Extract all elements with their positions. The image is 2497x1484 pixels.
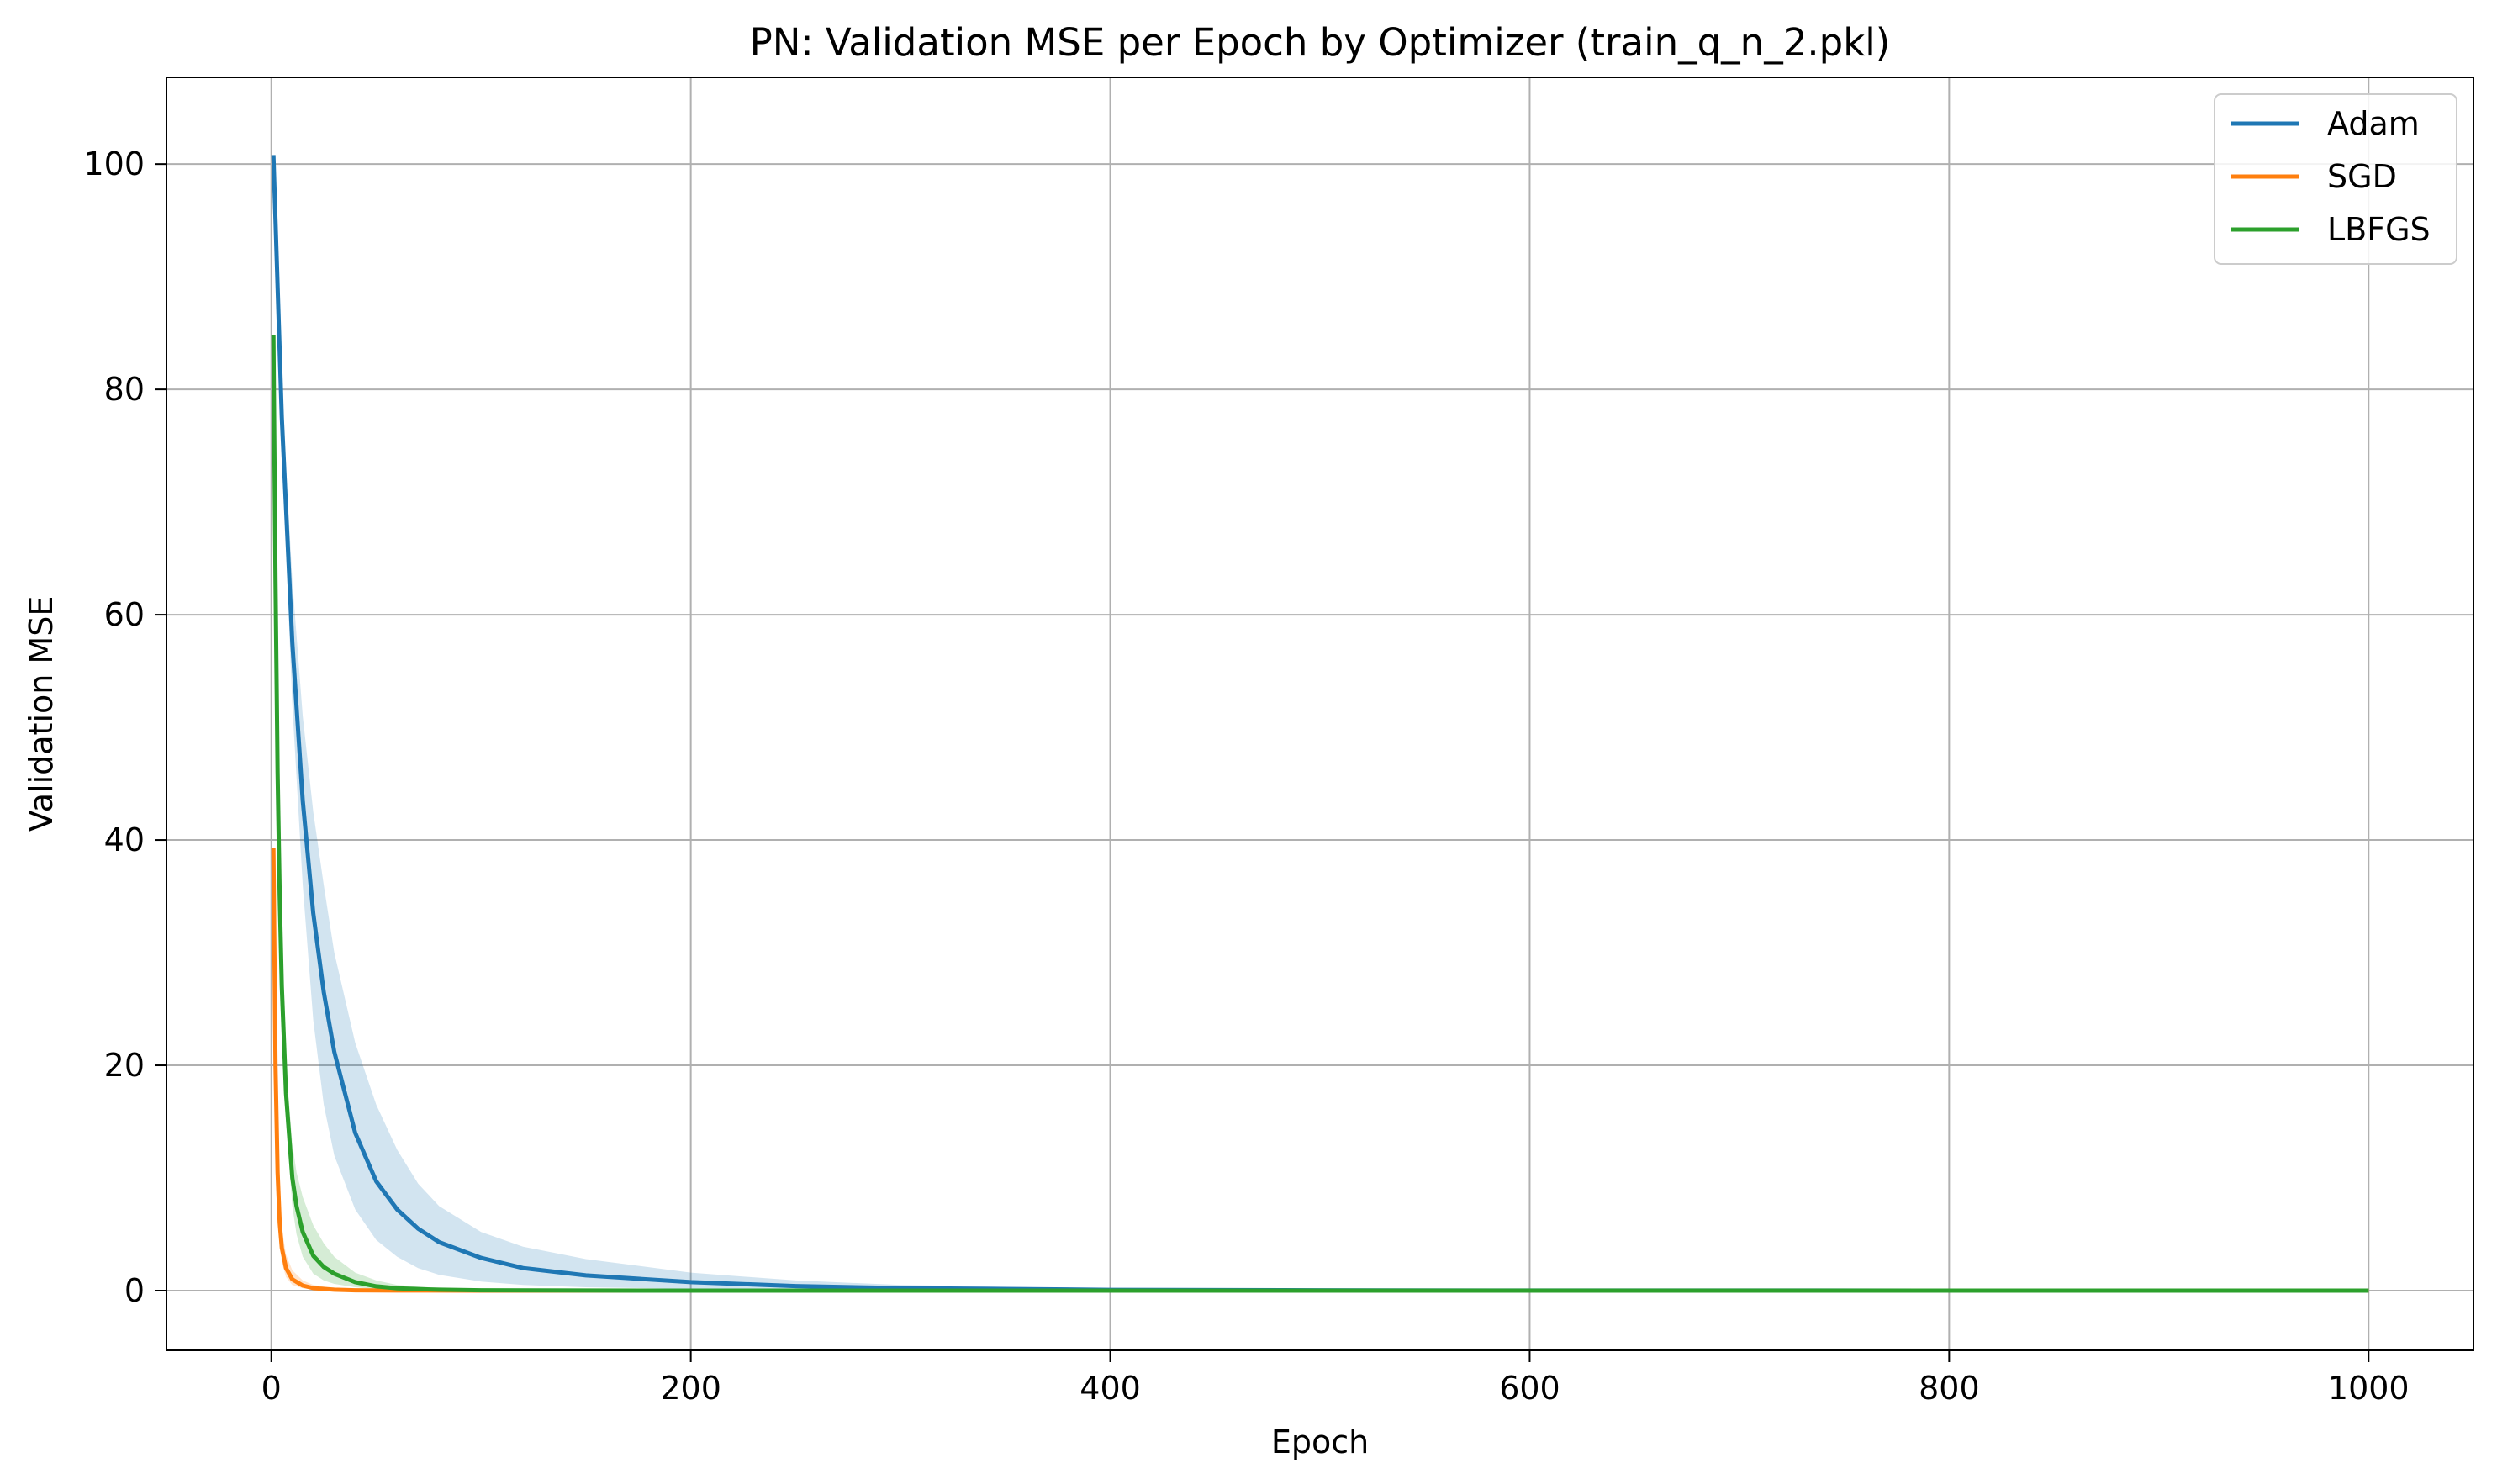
x-tick-label: 0 xyxy=(261,1370,282,1407)
y-tick-label: 100 xyxy=(83,145,145,182)
legend: Adam SGD LBFGS xyxy=(2214,93,2457,265)
line-lbfgs xyxy=(271,335,2369,1293)
x-tick-label: 400 xyxy=(1080,1370,1141,1407)
x-tick-label: 600 xyxy=(1499,1370,1560,1407)
axis-ticks: 0 200 400 600 800 1000 0 20 40 60 80 100 xyxy=(83,145,2409,1407)
y-tick-label: 0 xyxy=(124,1272,145,1309)
x-tick-label: 200 xyxy=(660,1370,721,1407)
grid-lines xyxy=(166,77,2473,1350)
x-tick-label: 800 xyxy=(1919,1370,1980,1407)
band-adam xyxy=(273,155,2369,1291)
legend-label-sgd: SGD xyxy=(2327,158,2397,195)
y-axis-label: Validation MSE xyxy=(23,596,60,832)
legend-box xyxy=(2214,93,2457,265)
x-axis-label: Epoch xyxy=(1271,1423,1369,1460)
x-tick-label: 1000 xyxy=(2328,1370,2410,1407)
line-sgd xyxy=(271,848,2369,1293)
band-sgd xyxy=(273,848,2369,1291)
plot-frame xyxy=(166,77,2474,1351)
y-tick-label: 20 xyxy=(104,1047,145,1084)
confidence-bands xyxy=(273,155,2369,1291)
y-tick-label: 60 xyxy=(104,596,145,633)
band-lbfgs xyxy=(273,335,2369,1291)
y-tick-label: 40 xyxy=(104,821,145,858)
y-tick-label: 80 xyxy=(104,371,145,408)
line-adam xyxy=(271,155,2369,1293)
chart-title: PN: Validation MSE per Epoch by Optimize… xyxy=(750,20,1891,65)
series-lines xyxy=(271,155,2369,1293)
legend-label-adam: Adam xyxy=(2327,105,2420,142)
legend-label-lbfgs: LBFGS xyxy=(2327,211,2431,248)
